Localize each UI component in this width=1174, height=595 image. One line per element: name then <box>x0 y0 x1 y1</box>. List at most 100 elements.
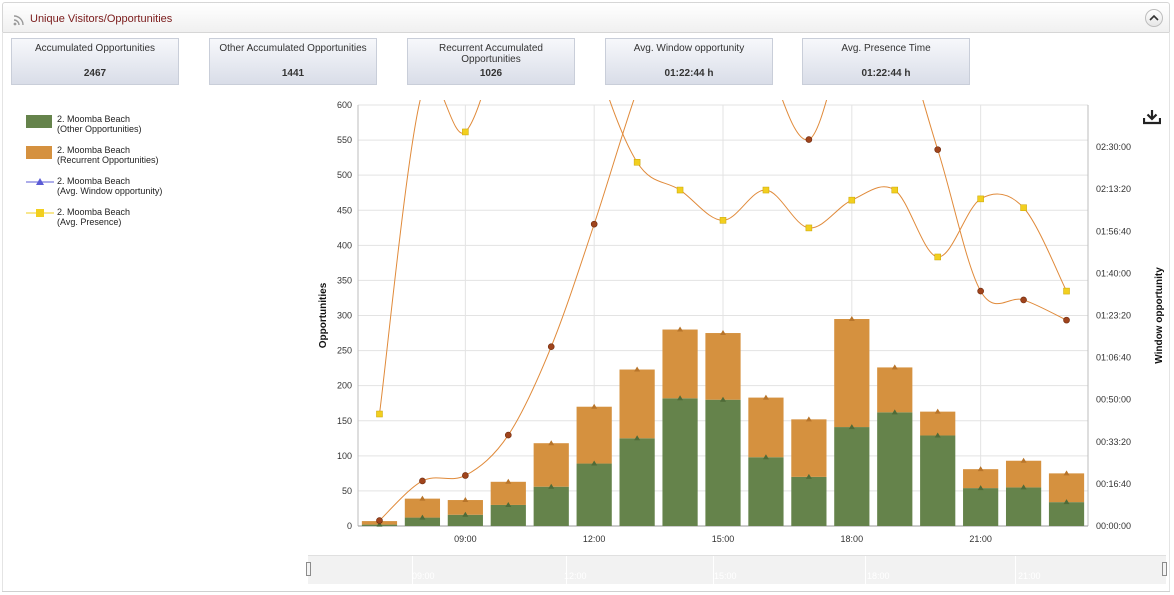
kpi-label: Avg. Window opportunity <box>633 43 745 54</box>
bar-marker <box>1020 457 1027 463</box>
legend-swatch-box <box>26 146 52 159</box>
navigator-right-handle[interactable] <box>1162 562 1167 576</box>
bar-recurrent-opportunities[interactable] <box>404 498 441 518</box>
point-avg-presence[interactable] <box>376 410 383 418</box>
kpi-recurrent-accumulated-opportunities: Recurrent Accumulated Opportunities 1026 <box>407 38 575 85</box>
bar-other-opportunities[interactable] <box>920 435 956 526</box>
point-avg-window-opportunity[interactable] <box>419 477 426 485</box>
bar-marker <box>977 466 984 472</box>
legend-label-line2: (Avg. Window opportunity) <box>57 186 163 196</box>
bar-other-opportunities[interactable] <box>834 427 870 526</box>
bar-recurrent-opportunities[interactable] <box>877 367 913 413</box>
bar-other-opportunities[interactable] <box>963 488 999 526</box>
bar-marker <box>891 409 898 415</box>
bar-recurrent-opportunities[interactable] <box>576 406 612 464</box>
point-avg-presence[interactable] <box>633 159 641 166</box>
bar-recurrent-opportunities[interactable] <box>1005 460 1042 488</box>
legend-label-line2: (Other Opportunities) <box>57 124 142 134</box>
bar-other-opportunities[interactable] <box>791 476 827 526</box>
bar-recurrent-opportunities[interactable] <box>490 481 526 505</box>
bar-recurrent-opportunities[interactable] <box>748 397 784 458</box>
y-axis-title-left: Opportunities <box>318 282 329 348</box>
y-right-tick-label: 00:16:40 <box>1096 479 1131 489</box>
navigator-separator <box>412 556 413 584</box>
bar-other-opportunities[interactable] <box>1048 502 1085 526</box>
bar-recurrent-opportunities[interactable] <box>920 411 956 436</box>
point-avg-presence[interactable] <box>676 186 684 194</box>
legend-swatch-triangle-line <box>26 178 54 185</box>
y-right-tick-label: 02:30:00 <box>1096 142 1131 152</box>
bar-marker <box>934 408 941 414</box>
bar-recurrent-opportunities[interactable] <box>447 500 483 515</box>
bar-other-opportunities[interactable] <box>619 438 655 526</box>
bar-other-opportunities[interactable] <box>533 486 569 526</box>
y-tick-label: 600 <box>337 100 352 110</box>
point-avg-window-opportunity[interactable] <box>1020 296 1027 304</box>
download-icon[interactable] <box>1143 109 1161 125</box>
navigator-left-handle[interactable] <box>306 562 311 576</box>
y-right-tick-label: 01:56:40 <box>1096 226 1131 236</box>
navigator-separator <box>1015 556 1016 584</box>
bar-other-opportunities[interactable] <box>447 514 483 526</box>
point-avg-presence[interactable] <box>762 186 770 194</box>
bar-marker <box>977 485 984 491</box>
bar-other-opportunities[interactable] <box>576 463 612 526</box>
point-avg-window-opportunity[interactable] <box>1063 316 1070 324</box>
point-avg-window-opportunity[interactable] <box>977 287 984 295</box>
kpi-label: Accumulated Opportunities <box>34 43 156 54</box>
bar-other-opportunities[interactable] <box>877 412 913 526</box>
point-avg-window-opportunity[interactable] <box>504 431 512 439</box>
bar-marker <box>462 511 469 517</box>
bar-other-opportunities[interactable] <box>662 398 698 526</box>
bar-recurrent-opportunities[interactable] <box>662 329 698 399</box>
panel-title[interactable]: Unique Visitors/Opportunities <box>30 13 173 25</box>
bar-marker <box>548 440 555 446</box>
bar-marker <box>720 396 726 402</box>
point-avg-presence[interactable] <box>891 186 899 194</box>
kpi-value: 1026 <box>479 68 503 79</box>
y-tick-label: 500 <box>337 170 352 180</box>
range-navigator[interactable]: 09:00 12:00 15:00 18:00 21:00 <box>306 555 1167 584</box>
bar-marker <box>419 495 426 501</box>
bar-recurrent-opportunities[interactable] <box>791 419 827 477</box>
bar-recurrent-opportunities[interactable] <box>705 333 741 400</box>
bar-other-opportunities[interactable] <box>1005 487 1042 526</box>
x-tick-label: 12:00 <box>583 534 606 544</box>
bar-marker <box>762 394 769 400</box>
bar-marker <box>848 316 855 322</box>
panel-bottom-border <box>2 591 1170 592</box>
bar-recurrent-opportunities[interactable] <box>834 319 870 428</box>
legend-label-line1: 2. Moomba Beach <box>57 176 131 186</box>
point-avg-window-opportunity[interactable] <box>590 220 598 228</box>
bar-other-opportunities[interactable] <box>490 504 526 526</box>
point-avg-presence[interactable] <box>1063 287 1070 295</box>
y-right-tick-label: 00:00:00 <box>1096 521 1131 531</box>
bar-other-opportunities[interactable] <box>404 517 441 526</box>
point-avg-presence[interactable] <box>462 128 469 136</box>
collapse-button[interactable] <box>1145 9 1163 27</box>
point-avg-window-opportunity[interactable] <box>934 146 942 153</box>
bar-recurrent-opportunities[interactable] <box>1048 473 1085 503</box>
bar-marker <box>548 483 555 489</box>
point-avg-window-opportunity[interactable] <box>805 136 813 143</box>
bar-other-opportunities[interactable] <box>748 457 784 526</box>
point-avg-presence[interactable] <box>1020 204 1027 211</box>
point-avg-window-opportunity[interactable] <box>376 517 383 524</box>
navigator-tick: 15:00 <box>714 571 737 581</box>
point-avg-presence[interactable] <box>934 253 941 261</box>
legend-label-line2: (Avg. Presence) <box>57 217 122 227</box>
point-avg-presence[interactable] <box>848 196 856 204</box>
point-avg-window-opportunity[interactable] <box>462 472 469 479</box>
bar-marker <box>634 366 641 372</box>
navigator-tick: 18:00 <box>867 571 890 581</box>
bar-other-opportunities[interactable] <box>705 399 741 526</box>
point-avg-window-opportunity[interactable] <box>547 343 555 350</box>
bar-recurrent-opportunities[interactable] <box>619 369 655 439</box>
y-tick-label: 100 <box>337 451 352 461</box>
point-avg-presence[interactable] <box>805 224 813 232</box>
bar-recurrent-opportunities[interactable] <box>533 443 569 487</box>
bar-recurrent-opportunities[interactable] <box>963 469 999 489</box>
point-avg-presence[interactable] <box>719 217 727 224</box>
bar-marker <box>505 478 512 484</box>
point-avg-presence[interactable] <box>977 195 984 203</box>
